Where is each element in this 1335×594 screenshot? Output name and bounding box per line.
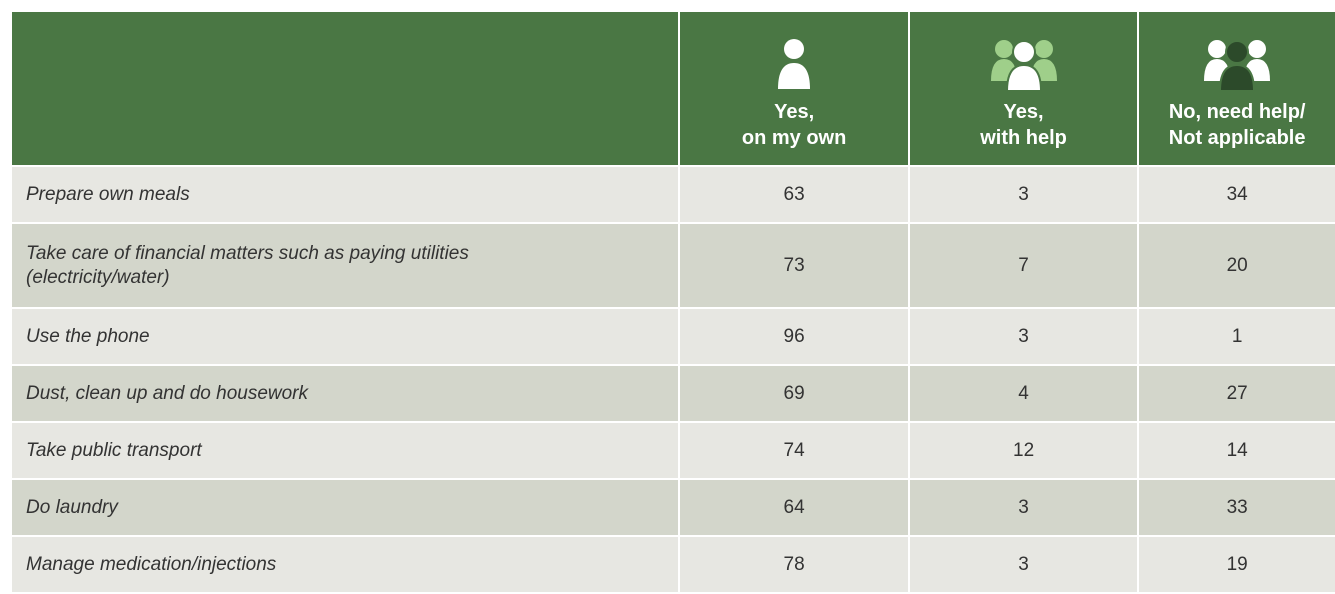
survey-table: Yes, on my own Yes, with help bbox=[10, 10, 1335, 594]
value-cell: 20 bbox=[1139, 224, 1335, 307]
value-cell: 14 bbox=[1139, 423, 1335, 478]
column-line: with help bbox=[980, 127, 1067, 149]
value-cell: 69 bbox=[680, 366, 908, 421]
column-line: No, need help/ bbox=[1168, 101, 1306, 123]
table-row: Use the phone 96 3 1 bbox=[12, 309, 1335, 364]
icon-need-help bbox=[1204, 40, 1271, 92]
table-row: Do laundry 64 3 33 bbox=[12, 480, 1335, 535]
column-line: Yes, bbox=[774, 101, 815, 123]
row-label: Prepare own meals bbox=[26, 183, 190, 205]
row-label-cell: Do laundry bbox=[12, 480, 679, 535]
row-label: Manage medication/injections bbox=[26, 553, 277, 575]
row-label: Dust, clean up and do housework bbox=[26, 382, 309, 404]
row-label-cell: Prepare own meals bbox=[12, 167, 679, 222]
column-header: No, need help/ Not applicable bbox=[1139, 12, 1335, 165]
row-label-cell: Manage medication/injections bbox=[12, 537, 679, 592]
value-cell: 3 bbox=[909, 167, 1138, 222]
icon-with-help bbox=[990, 40, 1057, 92]
column-header: Yes, with help bbox=[909, 12, 1138, 165]
value-cell: 74 bbox=[680, 423, 908, 478]
column-line: Yes, bbox=[1003, 101, 1044, 123]
row-label: Use the phone bbox=[26, 325, 150, 347]
column-line: Not applicable bbox=[1168, 127, 1306, 149]
value-cell: 73 bbox=[680, 224, 908, 307]
icon-own bbox=[778, 39, 811, 89]
row-label-cell: Dust, clean up and do housework bbox=[12, 366, 679, 421]
value-cell: 33 bbox=[1139, 480, 1335, 535]
value-cell: 27 bbox=[1139, 366, 1335, 421]
value-cell: 3 bbox=[909, 309, 1138, 364]
value-cell: 12 bbox=[909, 423, 1138, 478]
row-label-cell: Use the phone bbox=[12, 309, 679, 364]
row-label-cell: Take care of financial matters such as p… bbox=[12, 224, 679, 307]
row-label: Do laundry bbox=[26, 496, 118, 518]
value-cell: 78 bbox=[680, 537, 908, 592]
value-cell: 4 bbox=[909, 366, 1138, 421]
row-label: Take public transport bbox=[26, 439, 202, 461]
row-label: Take care of financial matters such as p… bbox=[26, 242, 469, 288]
value-cell: 3 bbox=[909, 480, 1138, 535]
table-row: Take public transport 74 12 14 bbox=[12, 423, 1335, 478]
column-line: on my own bbox=[741, 127, 847, 149]
value-cell: 63 bbox=[680, 167, 908, 222]
value-cell: 64 bbox=[680, 480, 908, 535]
column-header: Yes, on my own bbox=[680, 12, 908, 165]
header-row: Yes, on my own Yes, with help bbox=[12, 12, 1335, 165]
row-label-cell: Take public transport bbox=[12, 423, 679, 478]
value-cell: 7 bbox=[909, 224, 1138, 307]
table-row: Dust, clean up and do housework 69 4 27 bbox=[12, 366, 1335, 421]
value-cell: 3 bbox=[909, 537, 1138, 592]
value-cell: 34 bbox=[1139, 167, 1335, 222]
header-blank bbox=[12, 12, 679, 165]
table-row: Manage medication/injections 78 3 19 bbox=[12, 537, 1335, 592]
value-cell: 96 bbox=[680, 309, 908, 364]
table-body: Prepare own meals 63 3 34 Take care of finan… bbox=[12, 167, 1335, 592]
table-row: Prepare own meals 63 3 34 bbox=[12, 167, 1335, 222]
table-row: Take care of financial matters such as p… bbox=[12, 224, 1335, 307]
value-cell: 1 bbox=[1139, 309, 1335, 364]
value-cell: 19 bbox=[1139, 537, 1335, 592]
